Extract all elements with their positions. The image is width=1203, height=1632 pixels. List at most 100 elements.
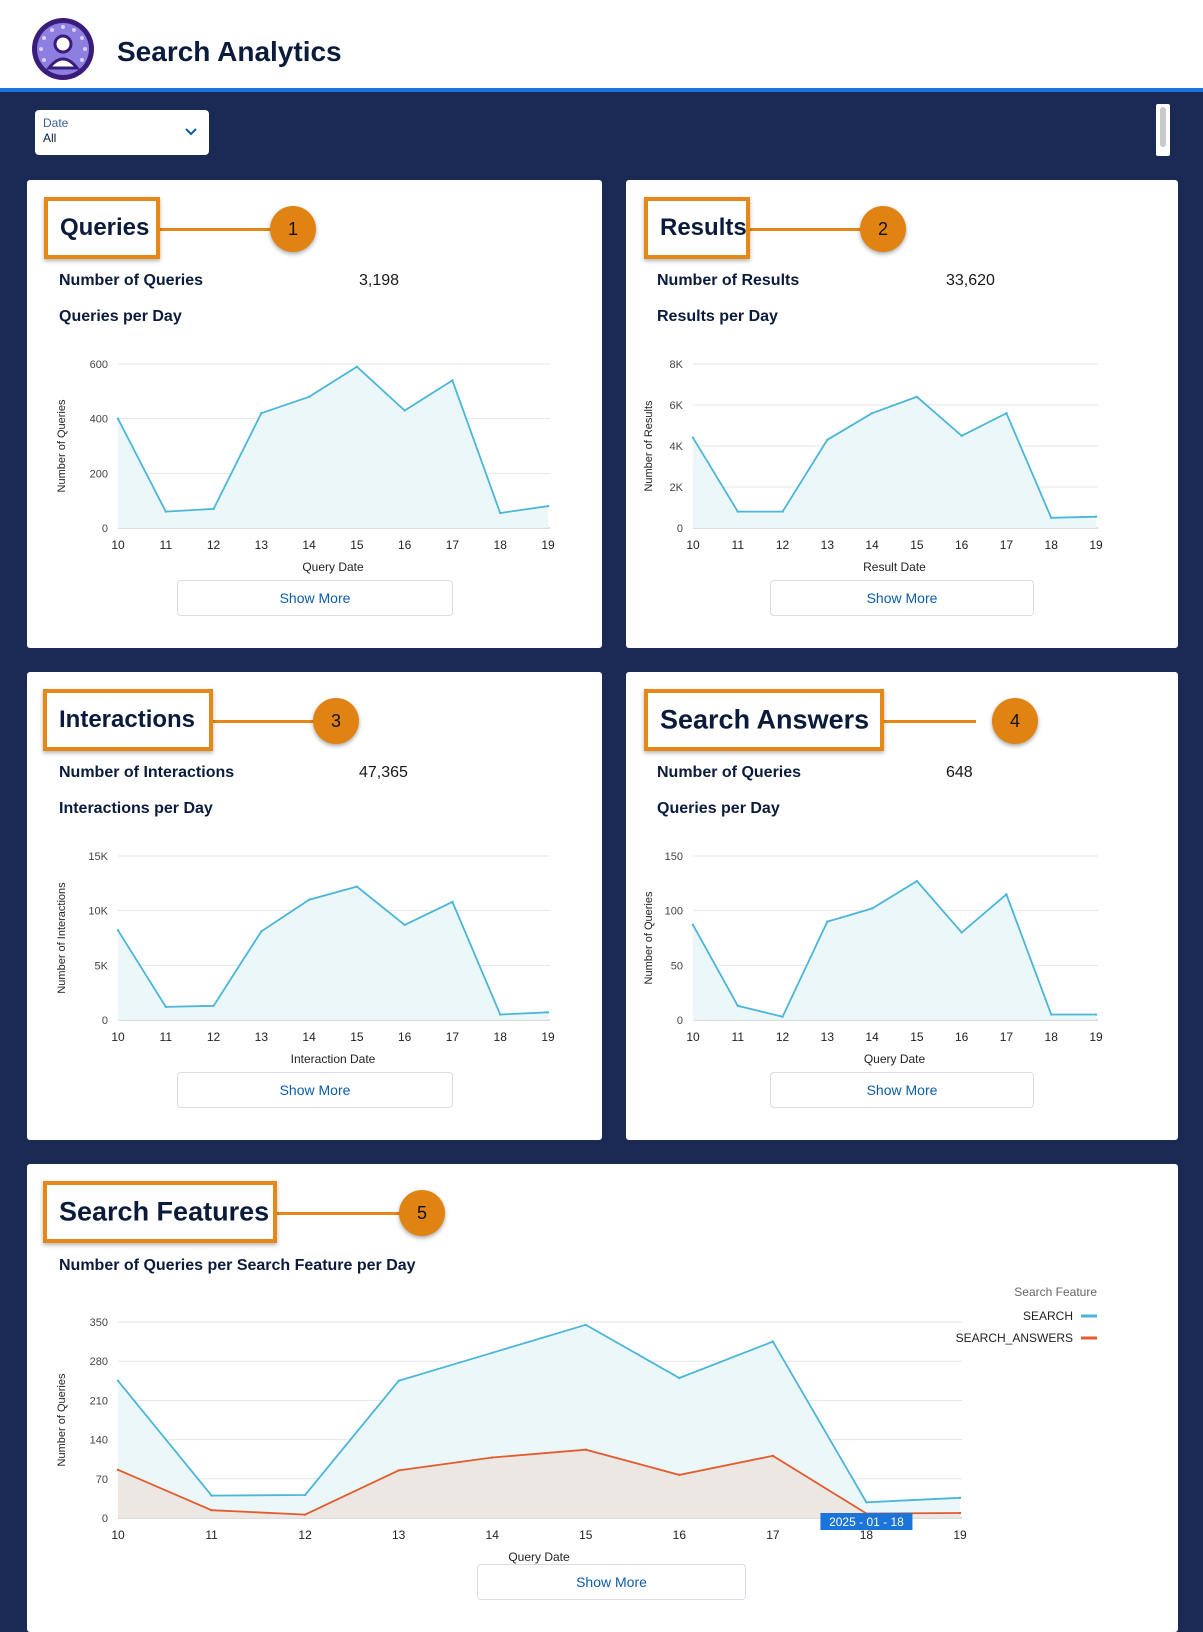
show-more-button[interactable]: Show More [770, 580, 1034, 616]
callout-connector [742, 228, 872, 231]
data-point [403, 923, 406, 927]
data-point [958, 1496, 962, 1500]
x-tick-label: 11 [732, 1030, 745, 1044]
queries-per-day-chart: 0 200 400 600 10 11 12 13 14 15 16 17 18 19 Query Date… [56, 359, 555, 574]
y-tick-label: 4K [670, 441, 684, 453]
data-point [915, 879, 919, 883]
results-callout: Results [644, 197, 750, 259]
y-axis-title: Number of Queries [56, 1373, 68, 1466]
x-tick-label: 15 [910, 538, 924, 552]
data-point [781, 1015, 784, 1018]
series-line-answers [692, 879, 1096, 1018]
data-point [451, 379, 454, 382]
x-tick-label: 15 [579, 1528, 593, 1542]
search-features-heading: Search Features [59, 1196, 270, 1227]
data-point [307, 898, 311, 901]
data-point [736, 510, 739, 513]
app-title: Search Analytics [117, 36, 342, 67]
x-tick-label: 10 [111, 538, 125, 552]
date-filter-dropdown[interactable]: Date All [35, 110, 209, 155]
number-of-interactions-value: 47,365 [359, 764, 408, 781]
show-more-button[interactable]: Show More [770, 1072, 1034, 1108]
data-point [355, 365, 359, 368]
x-tick-label: 12 [776, 1030, 790, 1044]
x-axis-title: Query Date [508, 1550, 570, 1564]
x-tick-label: 11 [732, 538, 745, 552]
x-tick-label: 15 [910, 1030, 924, 1044]
y-tick-label: 280 [90, 1356, 108, 1368]
scrollbar[interactable] [1156, 104, 1170, 156]
data-point [1005, 893, 1008, 896]
x-axis-title: Query Date [302, 560, 364, 574]
x-tick-label: 14 [865, 538, 879, 552]
data-point [491, 1456, 494, 1459]
date-tooltip-box [820, 1513, 913, 1530]
scrollbar-thumb[interactable] [1160, 107, 1166, 147]
data-point [116, 929, 120, 932]
y-tick-label: 140 [90, 1435, 108, 1447]
series-line-search_answers [117, 1448, 961, 1516]
callout-badge: 4 [992, 698, 1038, 744]
results-heading: Results [660, 214, 747, 241]
search-features-callout: Search Features [43, 1181, 277, 1243]
data-point [678, 1376, 681, 1380]
series-line-queries [117, 365, 549, 514]
x-tick-label: 18 [860, 1528, 874, 1542]
queries-callout: Queries [44, 197, 160, 259]
series-line-search [117, 1323, 961, 1504]
data-point [771, 1340, 775, 1343]
y-tick-label: 70 [96, 1474, 108, 1486]
data-point [736, 1004, 739, 1007]
y-tick-label: 400 [90, 414, 108, 426]
legend-label: SEARCH [1023, 1309, 1073, 1323]
data-point [499, 511, 502, 515]
show-more-button[interactable]: Show More [177, 1072, 453, 1108]
data-point [212, 507, 215, 511]
data-point [1005, 412, 1008, 415]
show-more-button[interactable]: Show More [177, 580, 453, 616]
x-tick-label: 16 [955, 538, 969, 552]
data-point [584, 1323, 587, 1326]
interactions-per-day-chart: 0 5K 10K 15K 10 11 12 13 14 15 16 17 18 19 Interaction… [56, 851, 555, 1066]
y-tick-label: 0 [677, 523, 683, 535]
y-tick-label: 150 [665, 851, 683, 863]
callout-badge: 1 [270, 206, 316, 252]
data-point [116, 417, 120, 420]
date-filter-label: Date [43, 116, 69, 130]
data-point [260, 930, 263, 933]
data-point [870, 412, 874, 415]
y-axis-title: Number of Queries [643, 891, 655, 984]
app-logo-icon [32, 18, 94, 80]
data-point [865, 1501, 868, 1504]
x-tick-label: 18 [1045, 538, 1059, 552]
callout-badge: 2 [860, 206, 906, 252]
app-header: Search Analytics [0, 0, 1203, 92]
chart-title: Interactions per Day [59, 800, 213, 817]
callout-connector [157, 228, 297, 231]
y-tick-label: 50 [671, 960, 683, 972]
queries-heading: Queries [60, 214, 150, 241]
data-point [826, 438, 829, 442]
y-tick-label: 100 [665, 906, 683, 918]
x-tick-label: 17 [1000, 1030, 1014, 1044]
data-point [403, 409, 406, 412]
data-point [960, 931, 963, 934]
data-point [116, 1379, 120, 1382]
data-point [260, 412, 263, 415]
x-tick-label: 14 [486, 1528, 500, 1542]
x-axis-title: Result Date [863, 560, 926, 574]
x-tick-label: 11 [205, 1528, 218, 1542]
data-point [303, 1493, 307, 1497]
results-per-day-chart: 0 2K 4K 6K 8K 10 11 12 13 14 15 16 17 18 19 Result Date… [643, 359, 1103, 574]
y-tick-label: 10K [88, 906, 108, 918]
date-tooltip-label: 2025 - 01 - 18 [829, 1515, 904, 1529]
number-of-results-value: 33,620 [946, 272, 995, 289]
x-tick-label: 12 [298, 1528, 312, 1542]
x-tick-label: 16 [398, 538, 412, 552]
show-more-button[interactable]: Show More [477, 1564, 746, 1600]
series-area-queries [118, 366, 548, 528]
x-tick-label: 10 [686, 1030, 700, 1044]
interactions-heading: Interactions [59, 706, 196, 733]
data-point [164, 1005, 167, 1009]
y-axis-title: Number of Queries [56, 399, 68, 492]
